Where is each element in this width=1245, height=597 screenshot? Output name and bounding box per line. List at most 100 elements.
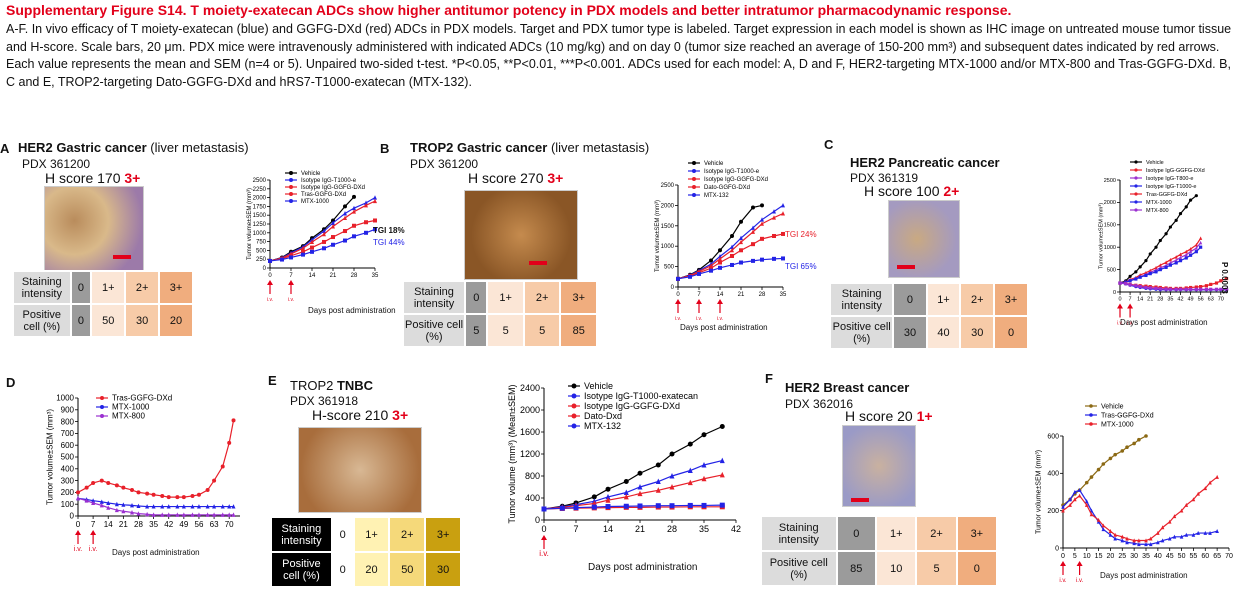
x-tick-label: 15	[1095, 553, 1103, 560]
staining-cell: 3+	[993, 282, 1029, 317]
x-tick-label: 56	[1198, 297, 1204, 303]
legend-marker	[1134, 200, 1138, 204]
staining-cell: 0	[464, 280, 489, 315]
data-point	[781, 203, 785, 208]
y-tick-label: 200	[1047, 508, 1059, 515]
data-point	[1178, 259, 1183, 263]
legend-label: Vehicle	[1101, 403, 1124, 410]
data-point	[227, 512, 232, 517]
series-line	[1119, 195, 1197, 284]
legend-marker	[1134, 160, 1138, 164]
iv-label: i.v.	[675, 316, 681, 322]
data-point	[352, 223, 356, 228]
data-point	[718, 256, 722, 261]
data-point	[1096, 467, 1101, 472]
data-point	[718, 260, 722, 265]
data-point	[1124, 282, 1128, 286]
iv-arrowhead	[1076, 561, 1083, 566]
data-point	[781, 211, 785, 216]
chart-panel-a: 0 250 500 750 1000 1250 1500 1750 2000 2250 2500 0 7…	[247, 171, 379, 303]
data-point	[1194, 194, 1198, 198]
x-tick-label: 28	[134, 520, 143, 529]
data-point	[1144, 538, 1148, 543]
x-tick-label: 70	[225, 520, 234, 529]
data-point	[364, 220, 368, 225]
y-tick-label: 800	[525, 471, 540, 481]
data-point	[1137, 437, 1141, 442]
data-point	[637, 503, 643, 509]
x-tick-label: 30	[1130, 553, 1138, 560]
data-point	[772, 215, 776, 220]
data-point	[1214, 287, 1219, 291]
data-point	[1128, 274, 1132, 278]
data-point	[1184, 249, 1188, 254]
staining-cell: 3+	[559, 280, 598, 315]
legend-marker	[100, 396, 104, 400]
h-score-grade: 3+	[547, 170, 564, 186]
y-tick-label: 300	[61, 476, 75, 485]
staining-cell: 85	[559, 313, 598, 348]
x-tick-label: 70	[1225, 553, 1233, 560]
chart-panel-f: 0 200 400 600 0 5 10 15 20 25 30 35 40 45 50 55 60 65 70 Tu…	[1036, 403, 1233, 584]
legend-marker	[100, 405, 104, 409]
staining-cell: 0	[993, 315, 1029, 350]
data-point	[1068, 502, 1072, 507]
data-point	[1188, 249, 1193, 254]
data-point	[1196, 530, 1200, 535]
legend-label: Dato-GGFG-DXd	[704, 185, 750, 191]
data-point	[352, 209, 356, 214]
legend-label: Isotype IgG-T1000-e	[1146, 184, 1196, 190]
x-tick-label: 20	[1107, 553, 1115, 560]
h-score-grade: 2+	[943, 183, 960, 199]
data-point	[730, 253, 734, 258]
series-line	[543, 460, 723, 510]
data-point	[220, 512, 225, 517]
data-point	[130, 510, 134, 515]
data-point	[719, 424, 725, 429]
data-point	[1203, 530, 1208, 535]
data-point	[1204, 284, 1208, 288]
staining-table: Staining intensity 0 1+ 2+ 3+ Positive cell (…	[401, 280, 598, 348]
data-point	[136, 490, 141, 495]
h-score-value: H score 20	[845, 408, 913, 424]
data-point	[1084, 480, 1089, 485]
data-point	[1061, 504, 1065, 509]
iv-label: i.v.	[288, 297, 294, 303]
data-point	[760, 221, 764, 226]
iv-arrowhead	[717, 299, 723, 304]
data-point	[1167, 519, 1172, 524]
x-tick-label: 49	[179, 520, 188, 529]
data-point	[1168, 287, 1172, 291]
data-point	[136, 511, 141, 516]
data-point	[106, 505, 111, 510]
data-point	[212, 512, 217, 517]
x-tick-label: 45	[1166, 553, 1174, 560]
x-tick-label: 35	[372, 273, 379, 279]
staining-cell: 85	[835, 550, 878, 587]
x-tick-label: 25	[1118, 553, 1126, 560]
legend-marker	[1134, 184, 1138, 188]
staining-row-label: Positive cell (%)	[828, 315, 895, 350]
data-point	[669, 503, 675, 509]
data-point	[145, 504, 150, 509]
staining-cell: 1+	[925, 282, 962, 317]
data-point	[739, 248, 743, 253]
ihc-image	[298, 427, 422, 513]
data-point	[1138, 265, 1142, 269]
data-point	[605, 504, 611, 510]
data-point	[1188, 253, 1193, 257]
x-tick-label: 0	[541, 524, 546, 534]
data-point	[1148, 542, 1153, 547]
staining-row-label: Positive cell (%)	[270, 551, 333, 588]
data-point	[373, 227, 377, 232]
legend-marker	[571, 403, 577, 409]
data-point	[669, 484, 675, 490]
staining-cell: 20	[352, 551, 391, 588]
data-point	[160, 493, 165, 498]
x-tick-label: 56	[195, 520, 204, 529]
data-point	[310, 239, 314, 244]
cancer-note: (liver metastasis)	[150, 140, 249, 155]
iv-arrowhead	[75, 530, 81, 535]
data-point	[1209, 282, 1213, 286]
panel-letter: C	[824, 137, 834, 152]
